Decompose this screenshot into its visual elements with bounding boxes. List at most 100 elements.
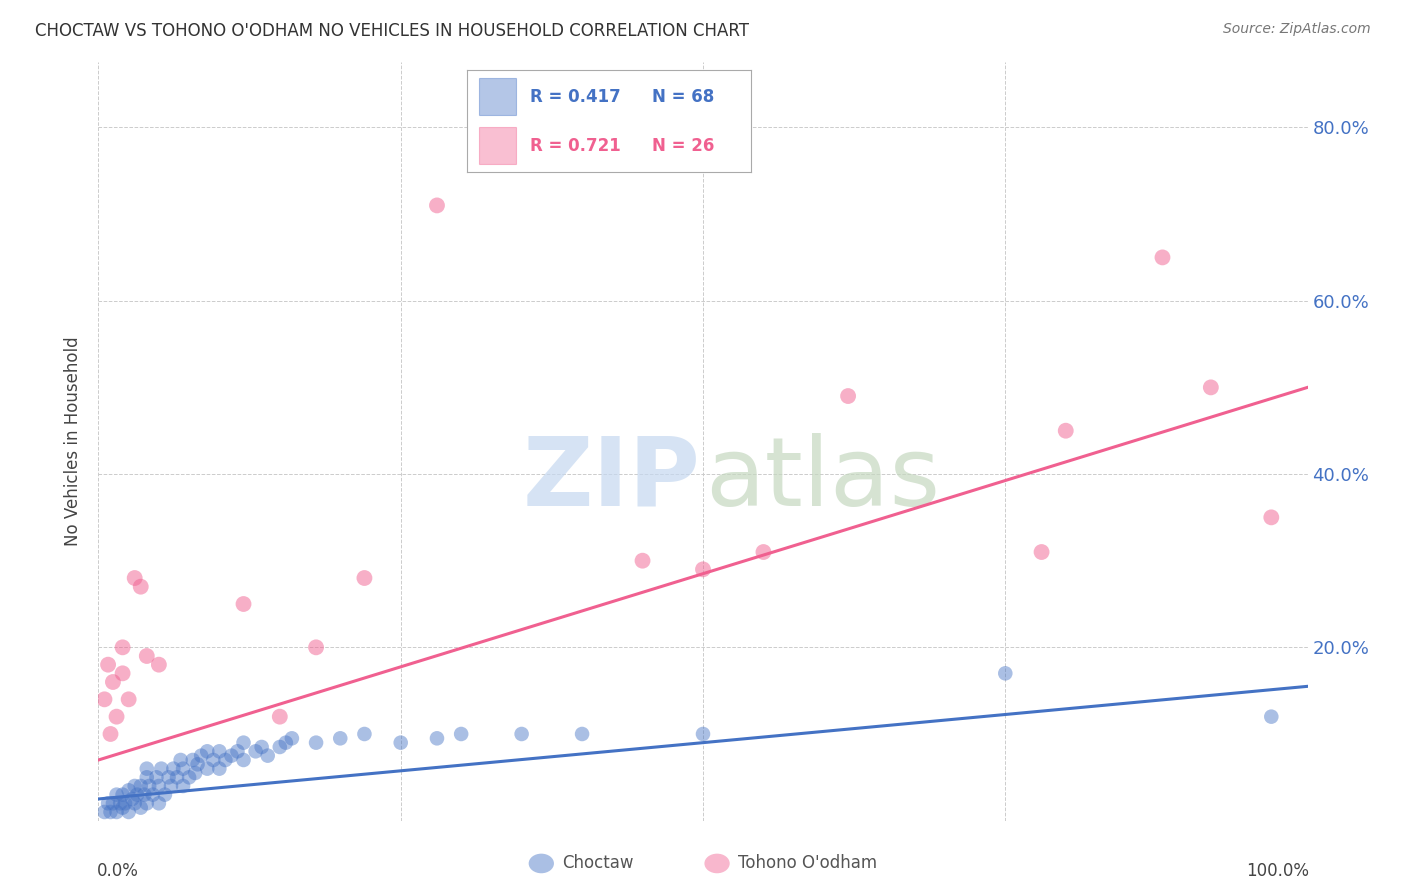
Point bbox=[1054, 424, 1077, 438]
Point bbox=[195, 762, 218, 776]
Point bbox=[281, 731, 304, 746]
Point bbox=[208, 744, 231, 758]
Point bbox=[100, 727, 122, 741]
Point bbox=[145, 770, 167, 784]
Point bbox=[118, 805, 141, 819]
Point bbox=[111, 800, 134, 814]
Point bbox=[837, 389, 859, 403]
Point bbox=[353, 727, 375, 741]
Point bbox=[195, 744, 218, 758]
Point bbox=[111, 666, 134, 681]
Point bbox=[221, 748, 243, 763]
Point bbox=[172, 779, 194, 793]
Point bbox=[1260, 709, 1282, 723]
Point bbox=[269, 709, 291, 723]
Point bbox=[105, 788, 128, 802]
Point bbox=[1031, 545, 1053, 559]
Point bbox=[129, 800, 152, 814]
Point bbox=[148, 779, 170, 793]
Point bbox=[389, 736, 412, 750]
Point bbox=[226, 744, 249, 758]
Text: ZIP: ZIP bbox=[523, 433, 700, 526]
Point bbox=[105, 709, 128, 723]
Text: Source: ZipAtlas.com: Source: ZipAtlas.com bbox=[1223, 22, 1371, 37]
Point bbox=[111, 788, 134, 802]
Point bbox=[153, 788, 176, 802]
Point bbox=[269, 739, 291, 754]
Point bbox=[118, 692, 141, 706]
Point bbox=[150, 762, 173, 776]
Point bbox=[250, 739, 273, 754]
Point bbox=[114, 797, 136, 811]
Point bbox=[232, 736, 254, 750]
Text: atlas: atlas bbox=[706, 433, 941, 526]
Point bbox=[187, 757, 209, 772]
Point bbox=[208, 762, 231, 776]
Point bbox=[692, 562, 714, 576]
Point bbox=[111, 640, 134, 655]
Point bbox=[329, 731, 352, 746]
Text: Tohono O'odham: Tohono O'odham bbox=[738, 855, 877, 872]
Point bbox=[93, 692, 115, 706]
Point bbox=[100, 805, 122, 819]
Point bbox=[232, 597, 254, 611]
Point bbox=[127, 788, 149, 802]
Point bbox=[353, 571, 375, 585]
Point bbox=[124, 779, 146, 793]
Point bbox=[510, 727, 533, 741]
Point bbox=[134, 788, 156, 802]
Point bbox=[1260, 510, 1282, 524]
Point bbox=[692, 727, 714, 741]
Point bbox=[181, 753, 204, 767]
Point bbox=[121, 792, 143, 806]
Point bbox=[97, 797, 120, 811]
Point bbox=[160, 779, 183, 793]
Point bbox=[129, 580, 152, 594]
Point bbox=[157, 770, 180, 784]
Point bbox=[179, 770, 201, 784]
Point bbox=[232, 753, 254, 767]
Point bbox=[1199, 380, 1222, 394]
Point bbox=[169, 753, 191, 767]
Point bbox=[426, 198, 449, 212]
Text: 0.0%: 0.0% bbox=[97, 863, 139, 880]
Point bbox=[450, 727, 472, 741]
Point bbox=[105, 805, 128, 819]
Point bbox=[135, 648, 157, 663]
Point bbox=[97, 657, 120, 672]
Point bbox=[135, 797, 157, 811]
Y-axis label: No Vehicles in Household: No Vehicles in Household bbox=[65, 336, 83, 547]
Text: CHOCTAW VS TOHONO O'ODHAM NO VEHICLES IN HOUSEHOLD CORRELATION CHART: CHOCTAW VS TOHONO O'ODHAM NO VEHICLES IN… bbox=[35, 22, 749, 40]
Point bbox=[184, 766, 207, 780]
Text: Choctaw: Choctaw bbox=[562, 855, 634, 872]
Point bbox=[162, 762, 184, 776]
Point bbox=[129, 779, 152, 793]
Point bbox=[118, 783, 141, 797]
Point bbox=[138, 779, 160, 793]
Point bbox=[124, 797, 146, 811]
Point bbox=[148, 657, 170, 672]
Point bbox=[135, 762, 157, 776]
Text: 100.0%: 100.0% bbox=[1246, 863, 1309, 880]
Point bbox=[305, 736, 328, 750]
Point bbox=[994, 666, 1017, 681]
Point bbox=[426, 731, 449, 746]
Point bbox=[245, 744, 267, 758]
Point bbox=[148, 797, 170, 811]
Point bbox=[124, 571, 146, 585]
Point bbox=[214, 753, 236, 767]
Point bbox=[172, 762, 194, 776]
Point bbox=[256, 748, 278, 763]
Point bbox=[1152, 251, 1174, 265]
Point bbox=[101, 797, 124, 811]
Point bbox=[93, 805, 115, 819]
Point bbox=[135, 770, 157, 784]
Point bbox=[190, 748, 212, 763]
Point bbox=[101, 675, 124, 690]
Point bbox=[631, 554, 654, 568]
Point bbox=[166, 770, 188, 784]
Point bbox=[202, 753, 225, 767]
Point bbox=[305, 640, 328, 655]
Point bbox=[108, 797, 131, 811]
Point bbox=[571, 727, 593, 741]
